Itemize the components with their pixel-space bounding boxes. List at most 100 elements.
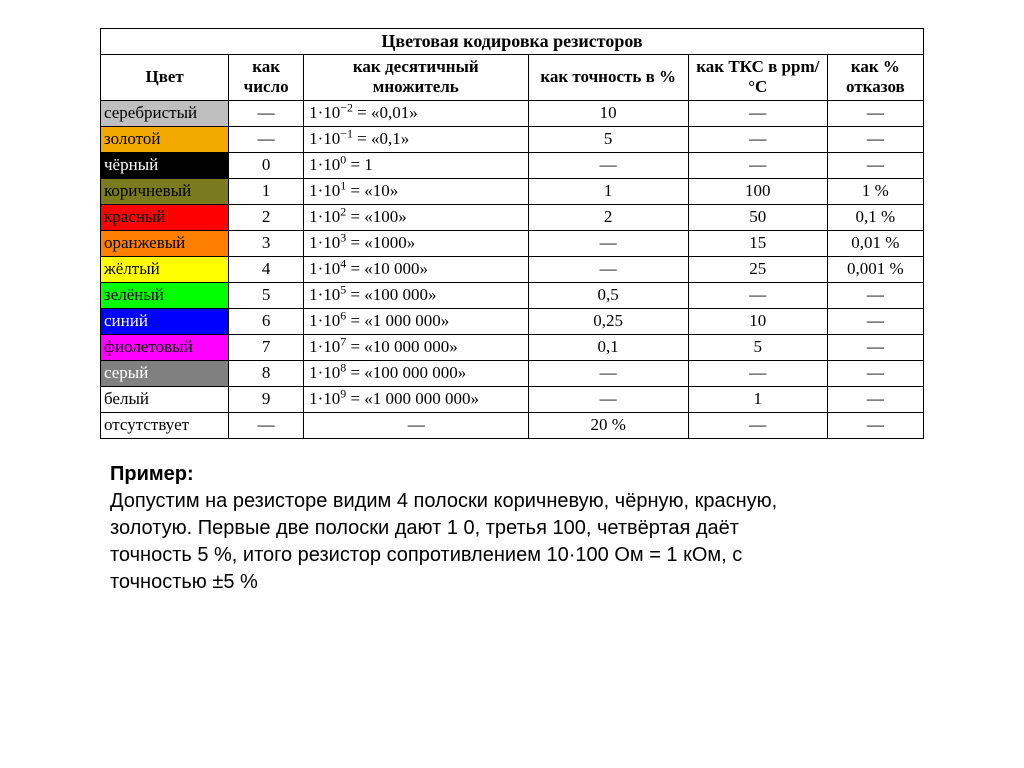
multiplier-cell: 1·10−2 = «0,01» — [304, 100, 528, 126]
multiplier-cell: 1·10−1 = «0,1» — [304, 126, 528, 152]
tkc-cell: — — [688, 152, 827, 178]
color-name-cell: серебристый — [101, 100, 229, 126]
failure-cell: — — [827, 152, 923, 178]
number-cell: 8 — [229, 360, 304, 386]
table-row: чёрный01·100 = 1——— — [101, 152, 924, 178]
tkc-cell: — — [688, 360, 827, 386]
multiplier-cell: 1·100 = 1 — [304, 152, 528, 178]
table-row: жёлтый41·104 = «10 000»—250,001 % — [101, 256, 924, 282]
tolerance-cell: 0,25 — [528, 308, 688, 334]
tkc-cell: 15 — [688, 230, 827, 256]
number-cell: 5 — [229, 282, 304, 308]
example-text: Допустим на резисторе видим 4 полоски ко… — [110, 488, 810, 596]
col-mult: как десятичный множитель — [304, 55, 528, 101]
table-row: серебристый—1·10−2 = «0,01»10—— — [101, 100, 924, 126]
tolerance-cell: 20 % — [528, 412, 688, 438]
tolerance-cell: 5 — [528, 126, 688, 152]
tkc-cell: 10 — [688, 308, 827, 334]
number-cell: 6 — [229, 308, 304, 334]
color-name-cell: зелёный — [101, 282, 229, 308]
failure-cell: — — [827, 360, 923, 386]
tolerance-cell: — — [528, 360, 688, 386]
tolerance-cell: — — [528, 386, 688, 412]
multiplier-cell: 1·106 = «1 000 000» — [304, 308, 528, 334]
multiplier-cell: 1·103 = «1000» — [304, 230, 528, 256]
table-row: отсутствует——20 %—— — [101, 412, 924, 438]
example-block: Пример: Допустим на резисторе видим 4 по… — [110, 461, 810, 596]
tolerance-cell: 0,5 — [528, 282, 688, 308]
table-row: золотой—1·10−1 = «0,1»5—— — [101, 126, 924, 152]
tkc-cell: 25 — [688, 256, 827, 282]
multiplier-cell: 1·104 = «10 000» — [304, 256, 528, 282]
color-name-cell: серый — [101, 360, 229, 386]
tolerance-cell: — — [528, 230, 688, 256]
example-title: Пример: — [110, 461, 810, 488]
col-tkc: как ТКС в ppm/°C — [688, 55, 827, 101]
resistor-color-table: Цветовая кодировка резисторов Цвет как ч… — [100, 28, 924, 439]
table-row: синий61·106 = «1 000 000»0,2510— — [101, 308, 924, 334]
failure-cell: 1 % — [827, 178, 923, 204]
table-row: красный21·102 = «100»2500,1 % — [101, 204, 924, 230]
table-row: серый81·108 = «100 000 000»——— — [101, 360, 924, 386]
color-name-cell: красный — [101, 204, 229, 230]
failure-cell: — — [827, 334, 923, 360]
color-name-cell: золотой — [101, 126, 229, 152]
color-name-cell: оранжевый — [101, 230, 229, 256]
multiplier-cell: 1·107 = «10 000 000» — [304, 334, 528, 360]
number-cell: — — [229, 412, 304, 438]
table-row: коричневый11·101 = «10»11001 % — [101, 178, 924, 204]
multiplier-cell: — — [304, 412, 528, 438]
col-color: Цвет — [101, 55, 229, 101]
failure-cell: — — [827, 126, 923, 152]
tolerance-cell: 10 — [528, 100, 688, 126]
number-cell: — — [229, 100, 304, 126]
color-name-cell: белый — [101, 386, 229, 412]
color-name-cell: отсутствует — [101, 412, 229, 438]
number-cell: 9 — [229, 386, 304, 412]
tolerance-cell: — — [528, 256, 688, 282]
color-name-cell: коричневый — [101, 178, 229, 204]
table-body: серебристый—1·10−2 = «0,01»10——золотой—1… — [101, 100, 924, 438]
failure-cell: — — [827, 308, 923, 334]
tkc-cell: 100 — [688, 178, 827, 204]
failure-cell: — — [827, 100, 923, 126]
tkc-cell: 5 — [688, 334, 827, 360]
failure-cell: 0,1 % — [827, 204, 923, 230]
table-row: фиолетовый71·107 = «10 000 000»0,15— — [101, 334, 924, 360]
failure-cell: — — [827, 412, 923, 438]
tkc-cell: — — [688, 282, 827, 308]
table-row: белый91·109 = «1 000 000 000»—1— — [101, 386, 924, 412]
color-name-cell: синий — [101, 308, 229, 334]
color-name-cell: чёрный — [101, 152, 229, 178]
tkc-cell: 50 — [688, 204, 827, 230]
table-row: зелёный51·105 = «100 000»0,5—— — [101, 282, 924, 308]
tolerance-cell: 0,1 — [528, 334, 688, 360]
multiplier-cell: 1·105 = «100 000» — [304, 282, 528, 308]
tolerance-cell: 2 — [528, 204, 688, 230]
color-name-cell: фиолетовый — [101, 334, 229, 360]
number-cell: 1 — [229, 178, 304, 204]
multiplier-cell: 1·109 = «1 000 000 000» — [304, 386, 528, 412]
col-number: как число — [229, 55, 304, 101]
tkc-cell: — — [688, 412, 827, 438]
tkc-cell: — — [688, 126, 827, 152]
tkc-cell: 1 — [688, 386, 827, 412]
failure-cell: 0,001 % — [827, 256, 923, 282]
multiplier-cell: 1·108 = «100 000 000» — [304, 360, 528, 386]
failure-cell: — — [827, 386, 923, 412]
col-tol: как точность в % — [528, 55, 688, 101]
number-cell: 7 — [229, 334, 304, 360]
color-name-cell: жёлтый — [101, 256, 229, 282]
number-cell: 4 — [229, 256, 304, 282]
table-row: оранжевый31·103 = «1000»—150,01 % — [101, 230, 924, 256]
tkc-cell: — — [688, 100, 827, 126]
tolerance-cell: — — [528, 152, 688, 178]
multiplier-cell: 1·101 = «10» — [304, 178, 528, 204]
failure-cell: 0,01 % — [827, 230, 923, 256]
number-cell: 2 — [229, 204, 304, 230]
number-cell: 0 — [229, 152, 304, 178]
tolerance-cell: 1 — [528, 178, 688, 204]
number-cell: 3 — [229, 230, 304, 256]
number-cell: — — [229, 126, 304, 152]
col-fail: как % отказов — [827, 55, 923, 101]
